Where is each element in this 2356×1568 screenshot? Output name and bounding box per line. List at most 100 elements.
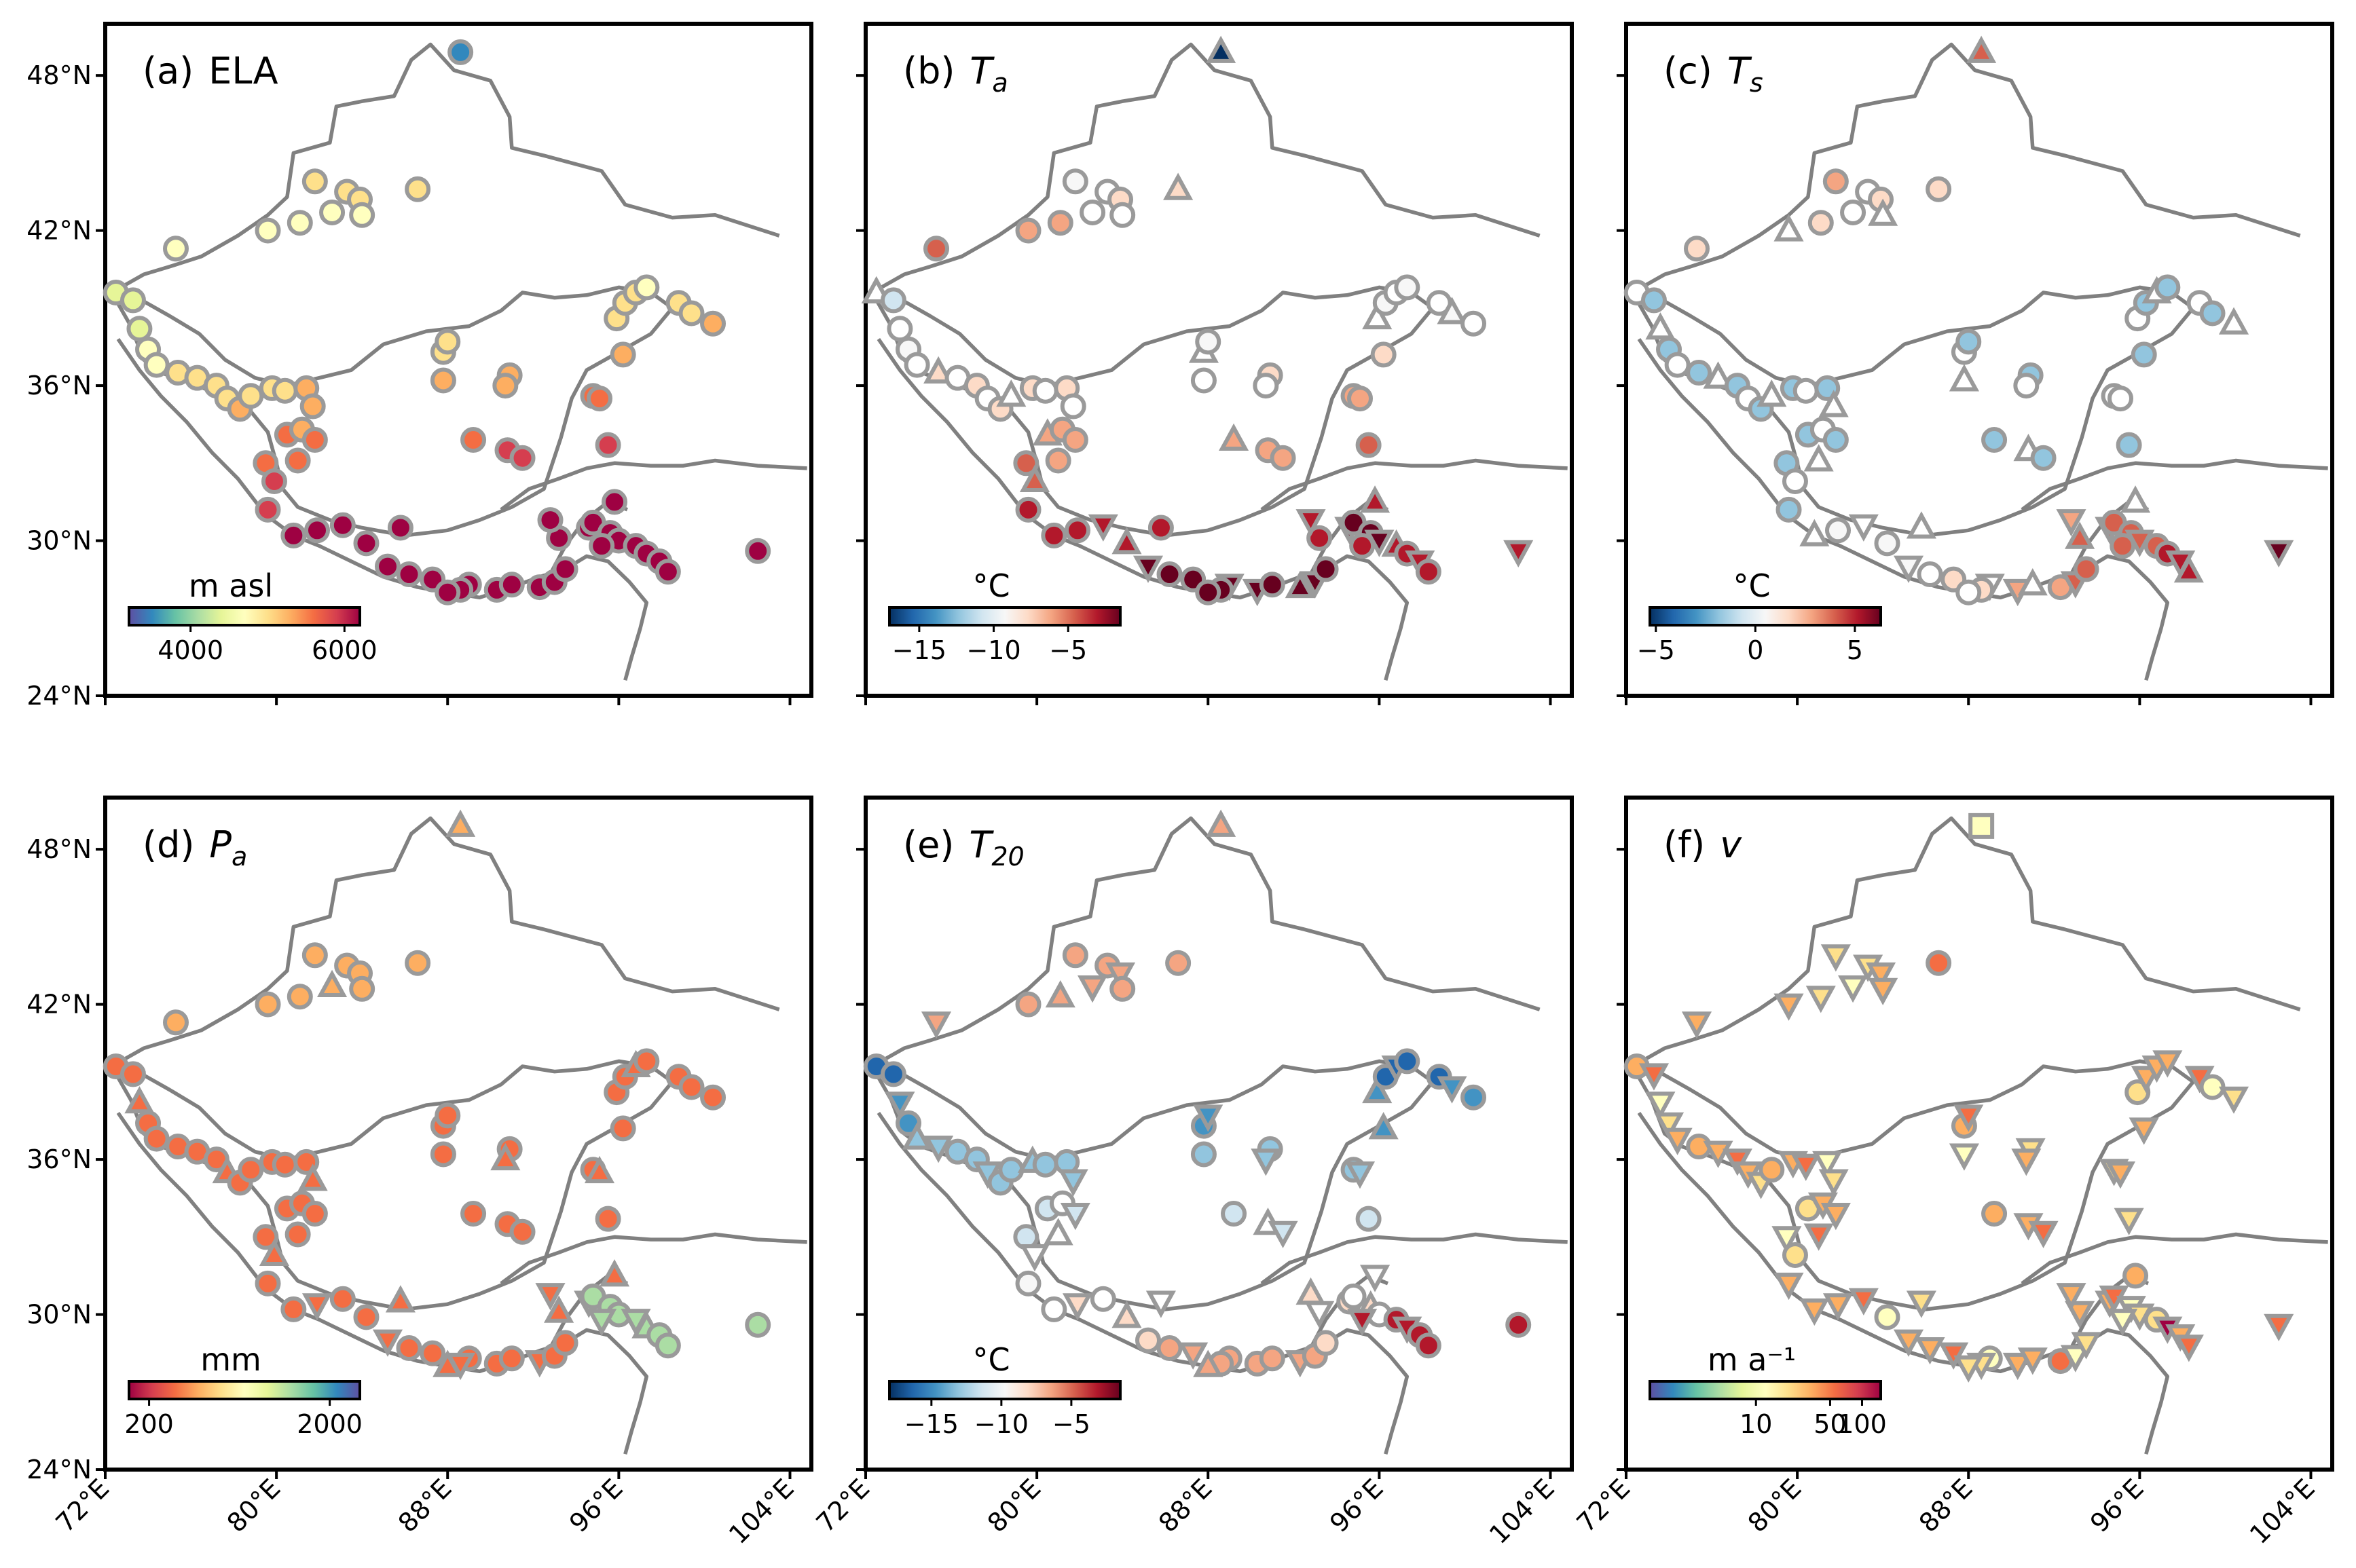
station-marker [1190,1141,1217,1168]
station-marker [445,809,476,837]
colorbar: mm 200 2000 [124,1341,363,1439]
station-marker [405,950,431,976]
colorbar-gradient [1649,606,1882,627]
station-marker [1285,570,1315,599]
station-marker [498,572,525,598]
station-marker [387,515,413,541]
station-marker [1773,214,1804,242]
station-marker [552,556,578,582]
station-marker [584,1155,615,1184]
station-marker [1868,977,1898,1006]
station-marker [1771,1226,1802,1254]
colorbar-tick-label: −15 [904,1409,959,1439]
station-marker [143,1125,170,1152]
station-marker [163,1009,189,1036]
station-marker [1145,1290,1176,1318]
station-marker [1805,986,1836,1013]
station-marker [589,533,615,559]
boundary-line [500,1232,807,1286]
station-marker [1032,1151,1059,1178]
panel-title: (b) Ta [903,50,1008,98]
station-marker [432,1349,463,1377]
y-tick-label: 30°N [26,1300,92,1330]
station-marker [1917,561,1943,588]
station-marker [1874,530,1900,557]
station-marker [1359,1265,1391,1292]
station-marker [1015,1270,1042,1296]
station-marker [1347,1309,1378,1337]
colorbar-gradient [888,606,1122,627]
x-tick-label: 80°E [982,1473,1047,1538]
colorbar-tick-label: 5 [1847,635,1863,665]
station-marker [1111,527,1142,555]
station-marker [253,1224,279,1250]
station-marker [1955,579,1982,605]
station-marker [1251,1149,1281,1176]
station-marker [1782,468,1808,494]
station-marker [1295,1277,1326,1305]
station-marker [996,379,1027,407]
station-marker [1803,1223,1834,1251]
panel-c: (c) Ts °C −5 0 5 [1617,22,2334,705]
station-marker [1505,1311,1532,1338]
station-marker [2154,274,2181,301]
station-marker [272,1151,298,1178]
station-marker [490,1142,521,1171]
station-marker [1218,423,1249,451]
station-marker [509,1218,536,1245]
panel-e: (e) T20 °C −15 −10 −5 72°E 80°E 88°E 96°E 104°E [811,796,1574,1550]
station-marker [329,1286,356,1312]
station-marker [126,316,153,342]
colorbar-unit: m a⁻¹ [1708,1341,1796,1378]
station-marker [435,579,461,605]
station-marker [509,445,536,471]
station-marker [238,1157,264,1183]
boundary-line [871,42,1541,295]
station-marker [316,969,348,997]
colorbar-tick-label: 50 [1814,1409,1846,1439]
boundary-line [111,816,780,1068]
x-tick-label: 80°E [1742,1473,1807,1538]
colorbar-tick-label: 6000 [312,635,378,665]
station-marker [255,1270,281,1296]
station-marker [119,287,146,314]
station-marker [1822,168,1849,195]
station-marker [1015,496,1042,523]
station-marker [1178,1342,1209,1370]
station-marker [396,1335,422,1362]
station-marker [301,1201,328,1227]
station-marker [1926,176,1952,202]
station-marker [921,1011,952,1039]
station-marker [353,530,380,557]
colorbar-unit: °C [1733,567,1770,604]
station-marker [1062,942,1088,969]
station-marker [1259,572,1285,598]
station-marker [1206,35,1236,63]
x-tick-label: 96°E [1324,1473,1389,1538]
station-marker [1790,1153,1821,1181]
station-marker [2105,1161,2136,1189]
station-marker [1370,341,1397,368]
station-marker [1915,1337,1945,1365]
station-marker [272,377,298,404]
station-marker [1703,361,1733,389]
station-marker [1953,1104,1984,1132]
station-marker [284,1221,311,1248]
station-marker [1645,312,1676,340]
station-marker [297,1163,328,1191]
colorbar: °C −5 0 5 [1637,567,1882,665]
station-marker [610,341,636,368]
station-marker [610,1115,636,1142]
boundary-line [1260,458,1568,512]
station-marker [1812,1151,1843,1179]
station-marker [1807,210,1834,236]
station-marker [1019,464,1050,492]
station-marker [1981,427,2008,453]
station-marker [1437,297,1467,324]
station-marker [1640,287,1667,314]
station-marker [1195,579,1221,605]
station-marker [299,393,326,419]
station-marker [1340,1283,1367,1309]
panel-title: (a) ELA [143,50,278,92]
